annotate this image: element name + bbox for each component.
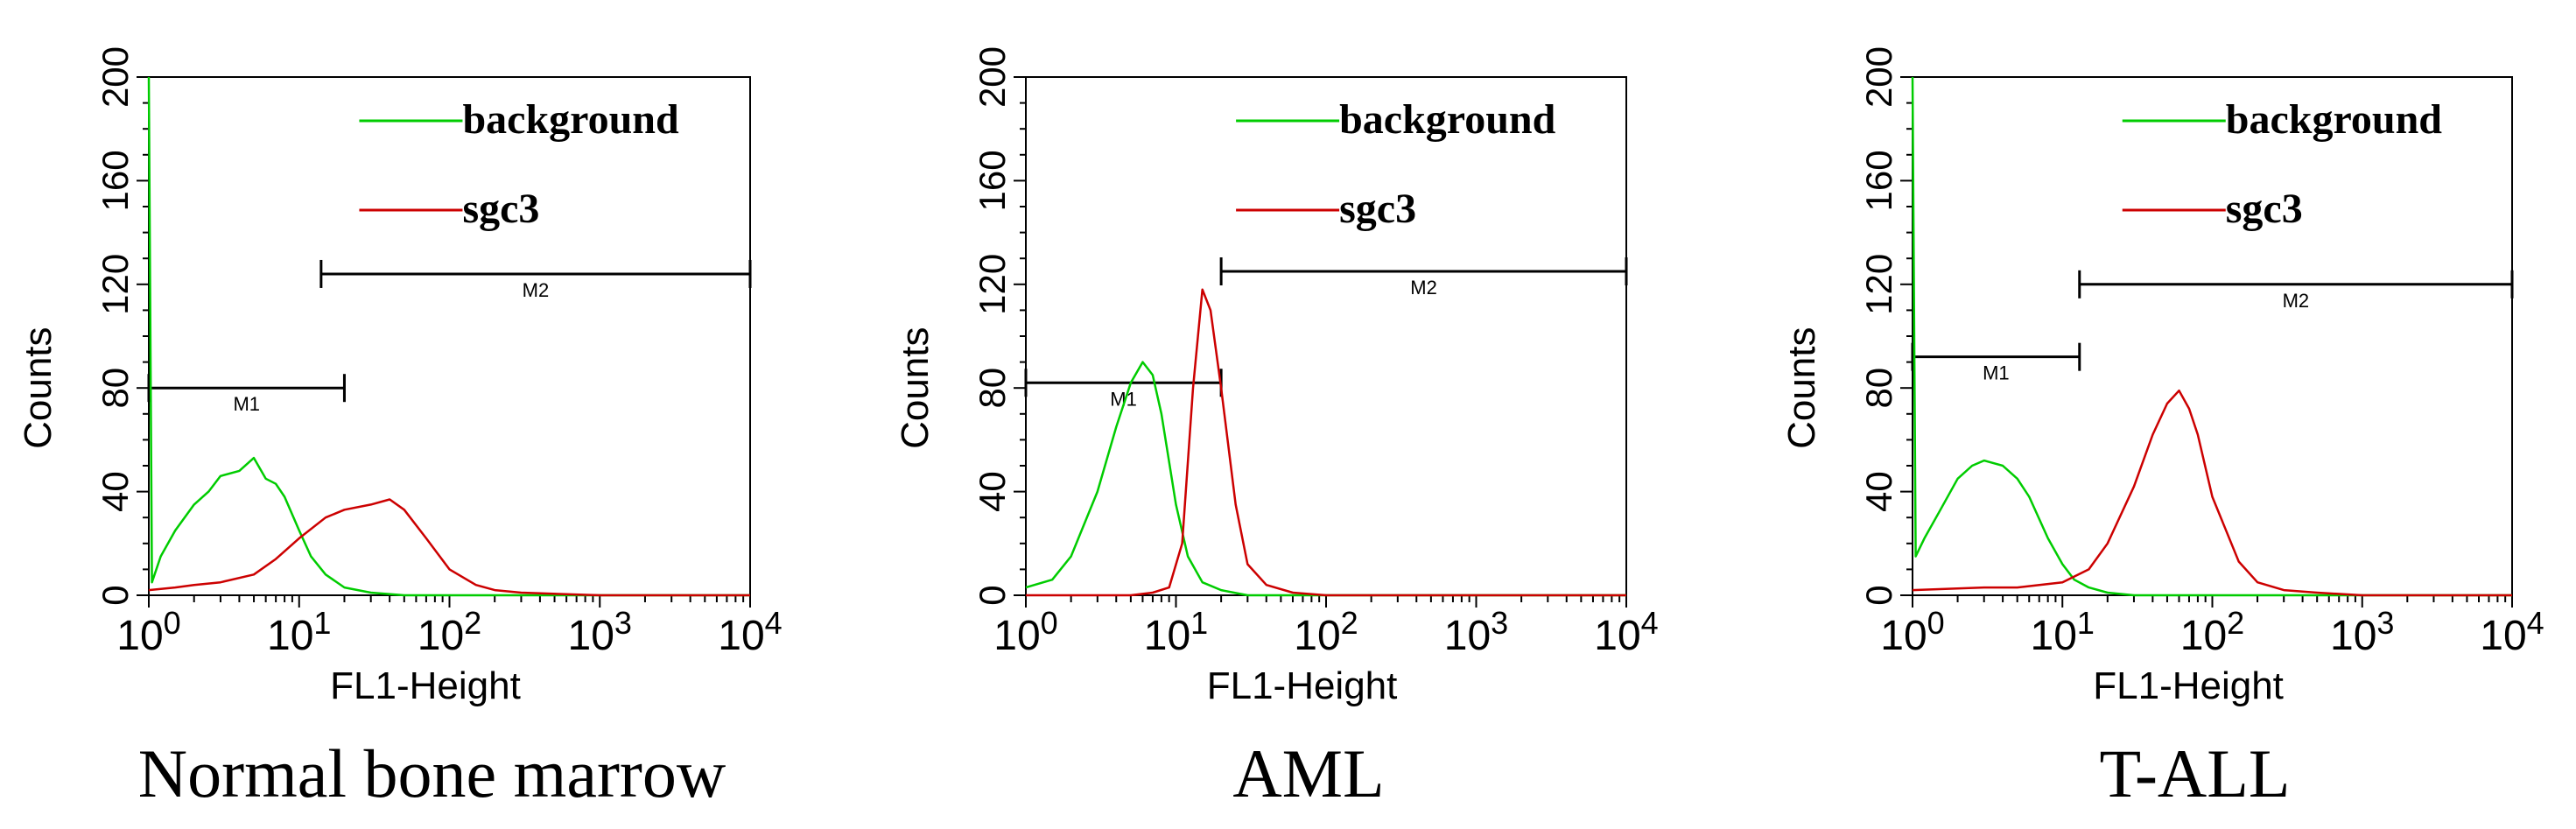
x-tick-label: 100 bbox=[993, 605, 1057, 659]
legend-item-sgc3: sgc3 bbox=[359, 186, 539, 232]
plot-frame bbox=[148, 76, 751, 596]
panel-1: 0 40 80 120 160 200 100 101 102 103 104 FL1-Height C… bbox=[17, 46, 783, 811]
gate-m2: M2 bbox=[1219, 257, 1628, 299]
x-tick-label: 103 bbox=[568, 605, 632, 659]
y-tick-label: 0 bbox=[972, 585, 1013, 605]
panel-caption: Normal bone marrow bbox=[138, 735, 726, 811]
gate-m1: M1 bbox=[1911, 342, 2081, 384]
panel-2: 0 40 80 120 160 200 100 101 102 103 104 FL1-Height C… bbox=[894, 46, 1659, 811]
gate-label: M1 bbox=[233, 393, 260, 415]
plot-frame bbox=[1025, 76, 1627, 596]
x-tick-label: 102 bbox=[2180, 605, 2244, 659]
y-tick-label: 80 bbox=[972, 368, 1013, 409]
x-tick-label: 101 bbox=[1144, 605, 1208, 659]
gate-label: M2 bbox=[1410, 277, 1437, 299]
y-axis-label: Counts bbox=[17, 327, 60, 448]
legend-item-background: background bbox=[359, 96, 679, 143]
panel-caption: AML bbox=[1232, 735, 1384, 811]
legend-item-background: background bbox=[1236, 96, 1556, 143]
legend-label: background bbox=[2226, 96, 2443, 143]
legend-item-sgc3: sgc3 bbox=[2122, 186, 2303, 232]
x-tick-label: 101 bbox=[267, 605, 331, 659]
y-tick-label: 0 bbox=[1858, 585, 1899, 605]
gate-label: M2 bbox=[2283, 290, 2310, 312]
x-axis-label: FL1-Height bbox=[330, 664, 521, 707]
series-sgc3 bbox=[1026, 288, 1626, 597]
panel-caption: T-ALL bbox=[2099, 735, 2290, 811]
x-tick-label: 103 bbox=[1444, 605, 1508, 659]
series-sgc3 bbox=[1912, 389, 2512, 597]
y-axis-label: Counts bbox=[894, 327, 937, 448]
y-tick-label: 120 bbox=[1858, 254, 1899, 315]
legend-item-background: background bbox=[2122, 96, 2443, 143]
y-tick-label: 200 bbox=[95, 46, 136, 108]
x-tick-label: 104 bbox=[1594, 605, 1658, 659]
x-axis-label: FL1-Height bbox=[1207, 664, 1398, 707]
y-tick-label: 80 bbox=[95, 368, 136, 409]
legend-label: sgc3 bbox=[462, 186, 539, 232]
legend-label: background bbox=[1339, 96, 1556, 143]
y-tick-label: 80 bbox=[1858, 368, 1899, 409]
y-tick-label: 120 bbox=[972, 254, 1013, 315]
y-tick-label: 40 bbox=[1858, 471, 1899, 512]
gate-m2: M2 bbox=[319, 259, 752, 301]
legend-label: sgc3 bbox=[2226, 186, 2303, 232]
x-tick-label: 104 bbox=[2480, 605, 2544, 659]
legend-item-sgc3: sgc3 bbox=[1236, 186, 1416, 232]
gate-m1: M1 bbox=[147, 374, 346, 415]
y-tick-label: 120 bbox=[95, 254, 136, 315]
x-tick-label: 101 bbox=[2031, 605, 2095, 659]
y-tick-label: 200 bbox=[972, 46, 1013, 108]
legend-label: sgc3 bbox=[1339, 186, 1416, 232]
x-tick-label: 102 bbox=[418, 605, 481, 659]
x-axis-label: FL1-Height bbox=[2093, 664, 2284, 707]
gate-label: M1 bbox=[1983, 362, 2010, 384]
series-sgc3 bbox=[148, 498, 750, 597]
x-tick-label: 104 bbox=[718, 605, 782, 659]
y-tick-label: 0 bbox=[95, 585, 136, 605]
series-background bbox=[1025, 361, 1626, 597]
series-background bbox=[1911, 76, 2512, 597]
x-tick-label: 100 bbox=[116, 605, 180, 659]
y-tick-label: 40 bbox=[972, 471, 1013, 512]
panel-3: 0 40 80 120 160 200 100 101 102 103 104 FL1-Height C… bbox=[1780, 46, 2544, 811]
x-tick-label: 102 bbox=[1294, 605, 1358, 659]
legend-label: background bbox=[462, 96, 679, 143]
series-background bbox=[147, 76, 750, 597]
y-tick-label: 40 bbox=[95, 471, 136, 512]
gate-m2: M2 bbox=[2078, 270, 2514, 312]
x-tick-label: 103 bbox=[2330, 605, 2394, 659]
y-axis-label: Counts bbox=[1780, 327, 1823, 448]
y-tick-label: 200 bbox=[1858, 46, 1899, 108]
y-tick-label: 160 bbox=[972, 150, 1013, 211]
gate-label: M2 bbox=[523, 279, 550, 301]
x-tick-label: 100 bbox=[1880, 605, 1944, 659]
y-tick-label: 160 bbox=[1858, 150, 1899, 211]
y-tick-label: 160 bbox=[95, 150, 136, 211]
plot-frame bbox=[1912, 76, 2513, 596]
